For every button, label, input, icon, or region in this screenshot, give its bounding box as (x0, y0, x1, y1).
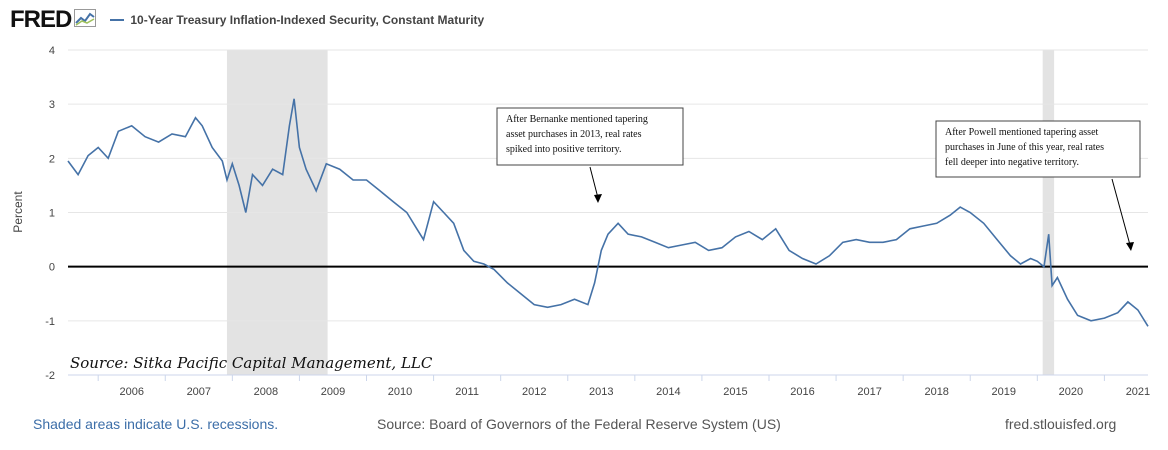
x-tick-label: 2021 (1126, 386, 1150, 398)
recession-note[interactable]: Shaded areas indicate U.S. recessions. (33, 416, 279, 432)
y-tick-label: 1 (49, 208, 55, 220)
arrow-head (594, 194, 602, 203)
fred-graph-icon (74, 8, 97, 32)
x-tick-label: 2018 (924, 386, 948, 398)
x-axis: 2006 2007 2008 2009 2010 2011 2012 2013 2014 2015… (68, 374, 1150, 398)
x-tick-label: 2014 (656, 386, 680, 398)
annotation-line: purchases in June of this year, real rat… (945, 142, 1104, 153)
x-tick-label: 2009 (321, 386, 345, 398)
annotation-line: After Bernanke mentioned tapering (506, 114, 648, 125)
annotation-line: spiked into positive territory. (506, 144, 621, 155)
x-tick-label: 2020 (1059, 386, 1083, 398)
legend-swatch (110, 19, 125, 21)
x-tick-label: 2008 (254, 386, 278, 398)
x-tick-label: 2016 (790, 386, 814, 398)
annotation-box (935, 120, 1141, 178)
x-tick-label: 2015 (723, 386, 747, 398)
series-line[interactable] (67, 98, 1149, 327)
x-tick-label: 2012 (522, 386, 546, 398)
annotation-line: After Powell mentioned tapering asset (945, 127, 1099, 138)
x-tick-label: 2011 (455, 386, 479, 398)
x-tick-label: 2019 (992, 386, 1016, 398)
legend: 10-Year Treasury Inflation-Indexed Secur… (110, 13, 484, 27)
y-tick-label: 4 (49, 45, 55, 57)
y-tick-label: -2 (45, 370, 55, 382)
annotation-powell: After Powell mentioned tapering asset pu… (935, 120, 1141, 251)
source-overlay: Source: Sitka Pacific Capital Management… (70, 354, 433, 372)
legend-series-label: 10-Year Treasury Inflation-Indexed Secur… (130, 13, 485, 27)
annotation-line: asset purchases in 2013, real rates (506, 129, 642, 140)
annotation-bernanke: After Bernanke mentioned tapering asset … (496, 107, 684, 203)
annotation-arrow (589, 166, 599, 199)
annotation-line: fell deeper into negative territory. (945, 157, 1079, 168)
x-tick-label: 2010 (388, 386, 412, 398)
data-source[interactable]: Source: Board of Governors of the Federa… (377, 416, 781, 432)
y-tick-label: -1 (45, 316, 55, 328)
y-tick-label: 3 (49, 99, 55, 111)
x-tick-label: 2006 (119, 386, 143, 398)
annotation-box (496, 107, 684, 166)
y-tick-label: 2 (49, 153, 55, 165)
x-tick-label: 2007 (187, 386, 211, 398)
y-axis: -2 -1 0 1 2 3 4 (45, 45, 55, 382)
arrow-head (1126, 242, 1134, 251)
chart-header: FRED 10-Year Treasury Inflation-Indexed … (10, 6, 484, 34)
x-tick-label: 2013 (589, 386, 613, 398)
site-link[interactable]: fred.stlouisfed.org (1005, 416, 1117, 432)
x-tick-label: 2017 (857, 386, 881, 398)
y-tick-label: 0 (49, 262, 55, 274)
fred-logo[interactable]: FRED (10, 6, 72, 33)
annotation-arrow (1111, 178, 1131, 246)
y-axis-label: Percent (11, 191, 25, 233)
